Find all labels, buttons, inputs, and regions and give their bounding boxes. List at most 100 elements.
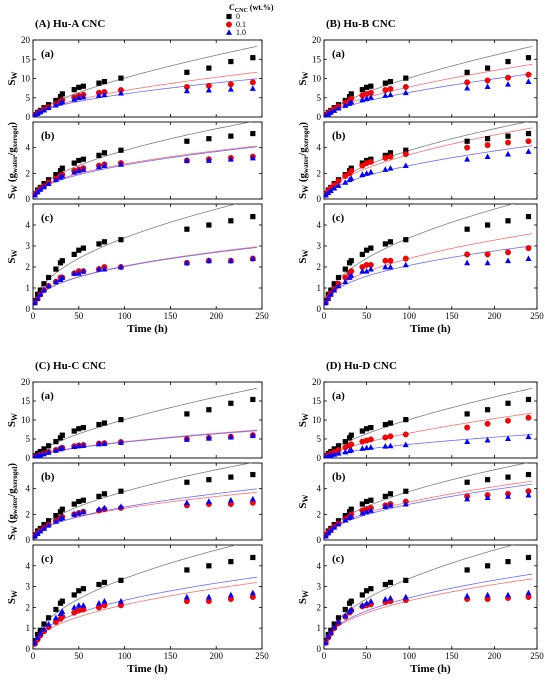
y-tick-label: 10 [312,415,322,425]
plot-area [324,387,533,458]
data-point-1.0 [348,175,355,181]
y-axis-title: SW [297,71,310,85]
data-point-0 [96,152,102,158]
x-tick-label: 100 [118,651,132,661]
data-point-0 [41,281,47,287]
plot-area [324,122,533,198]
data-point-1.0 [335,282,342,289]
data-point-1.0 [75,509,82,516]
data-point-1.0 [59,514,66,520]
data-point-1.0 [40,525,47,531]
data-point-1.0 [71,270,78,276]
y-tick-label: 3 [26,582,31,592]
data-point-0 [206,222,212,228]
legend-marker-1.0 [226,29,232,35]
data-point-0 [403,75,409,81]
data-point-0.1 [505,417,511,424]
plot-frame [32,462,263,541]
data-point-1.0 [117,597,124,604]
data-point-0 [342,513,348,519]
data-point-1.0 [484,591,491,598]
data-point-1.0 [402,441,409,448]
data-point-1.0 [40,183,47,190]
data-point-1.0 [363,600,370,606]
data-point-1.0 [342,516,349,523]
data-point-1.0 [34,295,41,301]
data-point-0 [59,506,65,512]
data-point-1.0 [327,109,334,115]
data-point-0 [59,432,65,438]
y-tick-label: 4 [26,143,31,153]
data-point-0 [250,214,256,220]
data-point-1.0 [484,494,491,501]
data-point-1.0 [327,291,334,297]
data-point-1.0 [464,592,471,599]
legend-entry: 0 [236,12,240,21]
data-point-0.1 [382,257,389,264]
panel-title: (A) Hu-A CNC [35,18,105,30]
plot-area [33,204,258,306]
plot-area [33,387,258,458]
data-point-1.0 [33,191,38,198]
data-point-1.0 [95,265,102,272]
data-point-1.0 [505,435,512,442]
y-tick-label: 1 [26,623,31,633]
fit-line-0 [324,387,533,458]
data-point-0.1 [505,139,511,146]
data-point-1.0 [249,589,256,596]
plot-area [324,463,533,539]
plot-area [324,45,533,117]
data-point-1.0 [183,157,190,163]
data-point-0.1 [382,87,389,93]
data-point-1.0 [367,444,374,450]
data-point-1.0 [342,179,349,185]
data-point-1.0 [117,263,124,270]
data-point-0 [331,281,337,287]
data-point-1.0 [525,255,532,261]
data-point-1.0 [45,180,52,186]
fit-line-0.1 [324,412,533,458]
data-point-0 [206,136,212,142]
data-point-0 [53,172,59,178]
data-point-1.0 [101,162,108,169]
fit-line-1.0 [33,78,257,117]
data-point-0 [206,563,212,569]
data-point-1.0 [80,508,87,515]
data-point-0 [403,417,409,423]
data-point-1.0 [525,433,532,440]
panel-title: (D) Hu-D CNC [326,360,397,372]
data-point-0 [59,258,65,264]
data-point-0.1 [348,167,355,174]
y-tick-label: 1 [317,623,322,633]
subplot-a: 0 5 10 15 20 SW (a) [297,35,538,122]
y-tick-label: 15 [312,54,322,64]
data-point-1.0 [249,85,256,91]
legend-marker-0 [226,13,232,20]
x-tick-label: 150 [164,311,178,321]
y-tick-label: 15 [21,396,31,406]
data-point-1.0 [101,597,108,604]
data-point-1.0 [37,108,44,115]
data-point-0 [71,592,77,598]
data-point-0.1 [348,441,355,448]
data-point-0 [348,258,354,264]
data-point-0 [387,491,394,497]
plot-frame [323,121,538,200]
data-point-1.0 [40,626,47,632]
data-point-0 [76,426,82,432]
x-axis-title: Time (h) [410,323,451,335]
fit-line-0.1 [33,71,258,117]
y-tick-label: 20 [312,35,322,45]
data-point-1.0 [324,299,329,306]
data-point-1.0 [324,532,329,539]
fit-line-1.0 [324,434,533,458]
data-point-0 [505,474,511,480]
data-point-1.0 [95,163,102,170]
subplot-c: 0 1 2 3 4 0 50 100 150 200 250 Time (h) SW (c) [6,203,269,335]
data-point-1.0 [325,295,332,301]
data-point-1.0 [464,84,471,91]
data-point-0 [184,138,190,144]
data-point-1.0 [387,442,394,449]
